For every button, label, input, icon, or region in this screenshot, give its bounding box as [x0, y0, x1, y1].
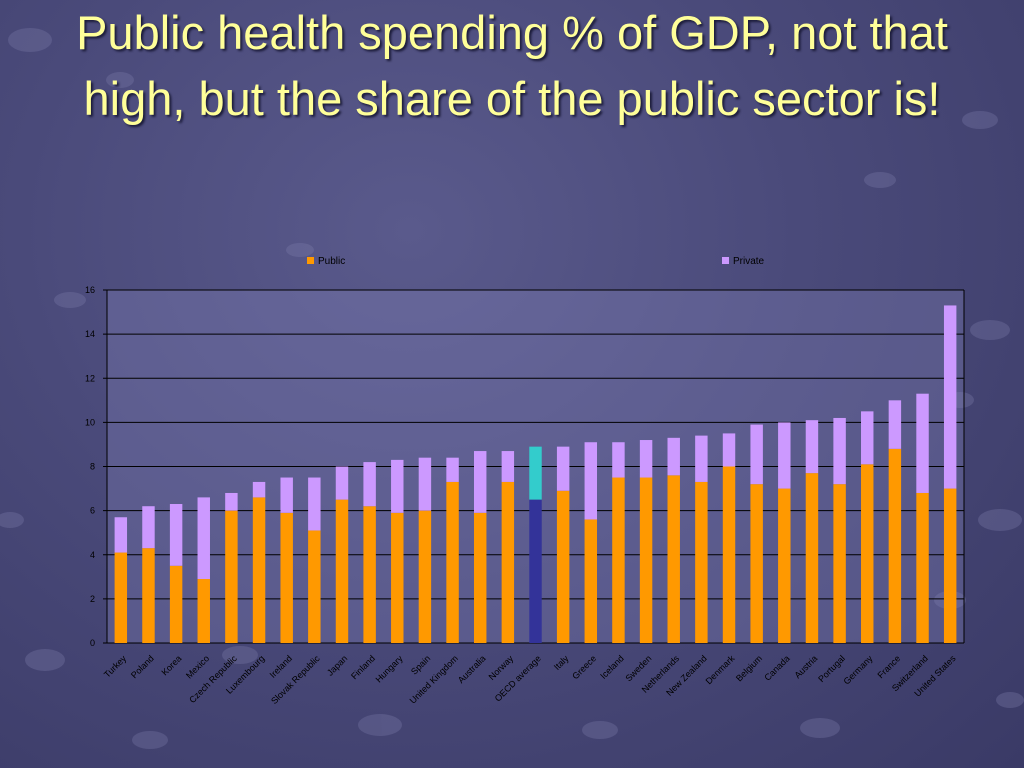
bar-public: [916, 492, 929, 643]
y-tick-label: 16: [85, 285, 95, 295]
bar-private: [612, 442, 625, 478]
bar-public: [114, 552, 128, 643]
x-category-label: Mexico: [184, 653, 211, 680]
x-category-label: Belgium: [734, 653, 764, 683]
y-tick-label: 10: [85, 417, 95, 427]
bar-private: [114, 517, 128, 553]
bar-private: [225, 492, 238, 511]
x-category-label: Turkey: [102, 653, 129, 680]
bar-private: [639, 440, 653, 478]
bar-private: [584, 442, 598, 520]
y-tick-label: 4: [90, 550, 95, 560]
bar-public: [446, 481, 459, 643]
x-category-label: Hungary: [374, 653, 405, 684]
y-tick-label: 12: [85, 373, 95, 383]
bar-private: [750, 424, 763, 485]
bar-private: [363, 462, 376, 507]
bar-public: [142, 548, 155, 643]
bar-private: [473, 451, 487, 513]
x-category-label: Denmark: [704, 653, 737, 686]
bar-private: [391, 459, 404, 513]
bar-public: [888, 448, 902, 643]
bar-private: [308, 477, 321, 531]
bar-public: [335, 499, 349, 643]
x-category-label: Spain: [409, 653, 432, 676]
bar-private: [861, 411, 874, 465]
y-tick-label: 14: [85, 329, 95, 339]
bar-public: [225, 510, 238, 643]
x-category-label: United Kingdom: [408, 653, 460, 705]
bar-private: [529, 446, 542, 500]
x-category-label: Poland: [129, 653, 156, 680]
bar-public: [308, 530, 321, 643]
bar-public: [695, 481, 708, 643]
bar-public: [861, 464, 874, 643]
legend-label: Public: [318, 256, 345, 267]
y-tick-label: 6: [90, 506, 95, 516]
bar-public: [612, 477, 625, 643]
legend-label: Private: [733, 256, 765, 267]
bar-private: [280, 477, 293, 513]
bar-public: [529, 499, 542, 643]
bar-public: [280, 512, 293, 643]
bar-private: [197, 497, 210, 580]
bar-public: [363, 506, 376, 643]
bar-private: [778, 422, 791, 489]
x-category-label: Iceland: [598, 653, 626, 681]
bar-public: [750, 484, 763, 643]
y-tick-label: 0: [90, 638, 95, 648]
bar-public: [778, 488, 791, 643]
x-category-label: Austria: [792, 653, 819, 680]
bar-private: [335, 466, 349, 500]
bar-private: [943, 305, 957, 489]
bar-private: [888, 400, 902, 449]
bar-private: [446, 457, 459, 482]
x-category-label: Czech Republic: [187, 653, 239, 705]
bar-public: [943, 488, 957, 643]
bar-private: [805, 420, 819, 474]
bar-private: [169, 504, 183, 566]
slide-title: Public health spending % of GDP, not tha…: [76, 6, 948, 125]
bar-public: [473, 512, 487, 643]
bar-public: [584, 519, 598, 643]
x-category-label: Canada: [762, 653, 791, 682]
bar-public: [197, 579, 210, 643]
bar-public: [391, 512, 404, 643]
bar-private: [667, 437, 680, 476]
y-tick-label: 8: [90, 462, 95, 472]
bar-public: [418, 510, 432, 643]
bar-private: [501, 451, 515, 482]
x-category-label: Japan: [325, 653, 349, 677]
x-category-label: Greece: [570, 653, 598, 681]
bar-public: [639, 477, 653, 643]
bar-private: [142, 506, 155, 549]
legend-swatch: [722, 257, 729, 264]
bar-public: [667, 475, 680, 643]
bar-public: [252, 497, 266, 643]
x-category-label: Slovak Republic: [269, 653, 322, 706]
x-category-label: France: [875, 653, 902, 680]
x-category-label: Ireland: [268, 653, 295, 680]
x-category-label: Korea: [159, 653, 183, 677]
bar-public: [556, 490, 570, 643]
bar-public: [722, 466, 736, 643]
x-category-label: Italy: [552, 653, 571, 672]
bar-private: [695, 435, 708, 482]
x-category-label: Germany: [841, 653, 875, 687]
bar-private: [916, 393, 929, 493]
bar-private: [252, 481, 266, 498]
bar-private: [833, 417, 846, 485]
y-tick-label: 2: [90, 594, 95, 604]
x-category-label: Australia: [456, 653, 488, 685]
bar-public: [805, 473, 819, 643]
bar-public: [169, 565, 183, 643]
bar-private: [418, 457, 432, 511]
bar-public: [501, 481, 515, 643]
legend-swatch: [307, 257, 314, 264]
bar-private: [556, 446, 570, 491]
bar-private: [722, 433, 736, 467]
bar-public: [833, 484, 846, 643]
